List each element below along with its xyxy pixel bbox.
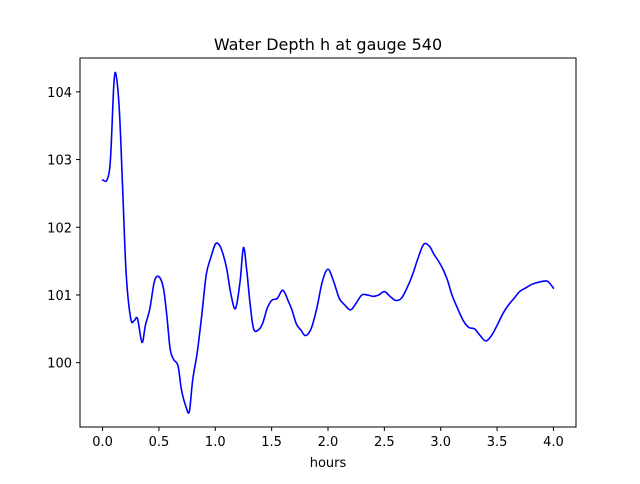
x-tick-label: 0.5 <box>149 435 170 450</box>
x-axis: 0.0 0.5 1.0 1.5 2.0 2.5 3.0 3.5 4.0 <box>92 427 564 450</box>
y-tick-label: 101 <box>47 289 72 304</box>
x-axis-label: hours <box>310 456 347 471</box>
y-tick-label: 103 <box>47 154 72 169</box>
x-tick-label: 0.0 <box>92 435 113 450</box>
series-layer <box>101 71 555 414</box>
y-tick-label: 104 <box>47 86 72 101</box>
x-tick-label: 3.5 <box>487 435 508 450</box>
y-axis: 100 101 102 103 104 <box>47 86 80 372</box>
plot-area <box>80 58 576 427</box>
series-line <box>101 71 555 414</box>
x-tick-label: 3.0 <box>430 435 451 450</box>
chart-title: Water Depth h at gauge 540 <box>214 35 442 54</box>
x-tick-label: 1.5 <box>261 435 282 450</box>
x-tick-label: 2.5 <box>374 435 395 450</box>
x-tick-label: 4.0 <box>543 435 564 450</box>
y-tick-label: 102 <box>47 221 72 236</box>
plot-frame <box>79 57 577 428</box>
x-tick-label: 1.0 <box>205 435 226 450</box>
x-tick-label: 2.0 <box>318 435 339 450</box>
y-tick-label: 100 <box>47 357 72 372</box>
